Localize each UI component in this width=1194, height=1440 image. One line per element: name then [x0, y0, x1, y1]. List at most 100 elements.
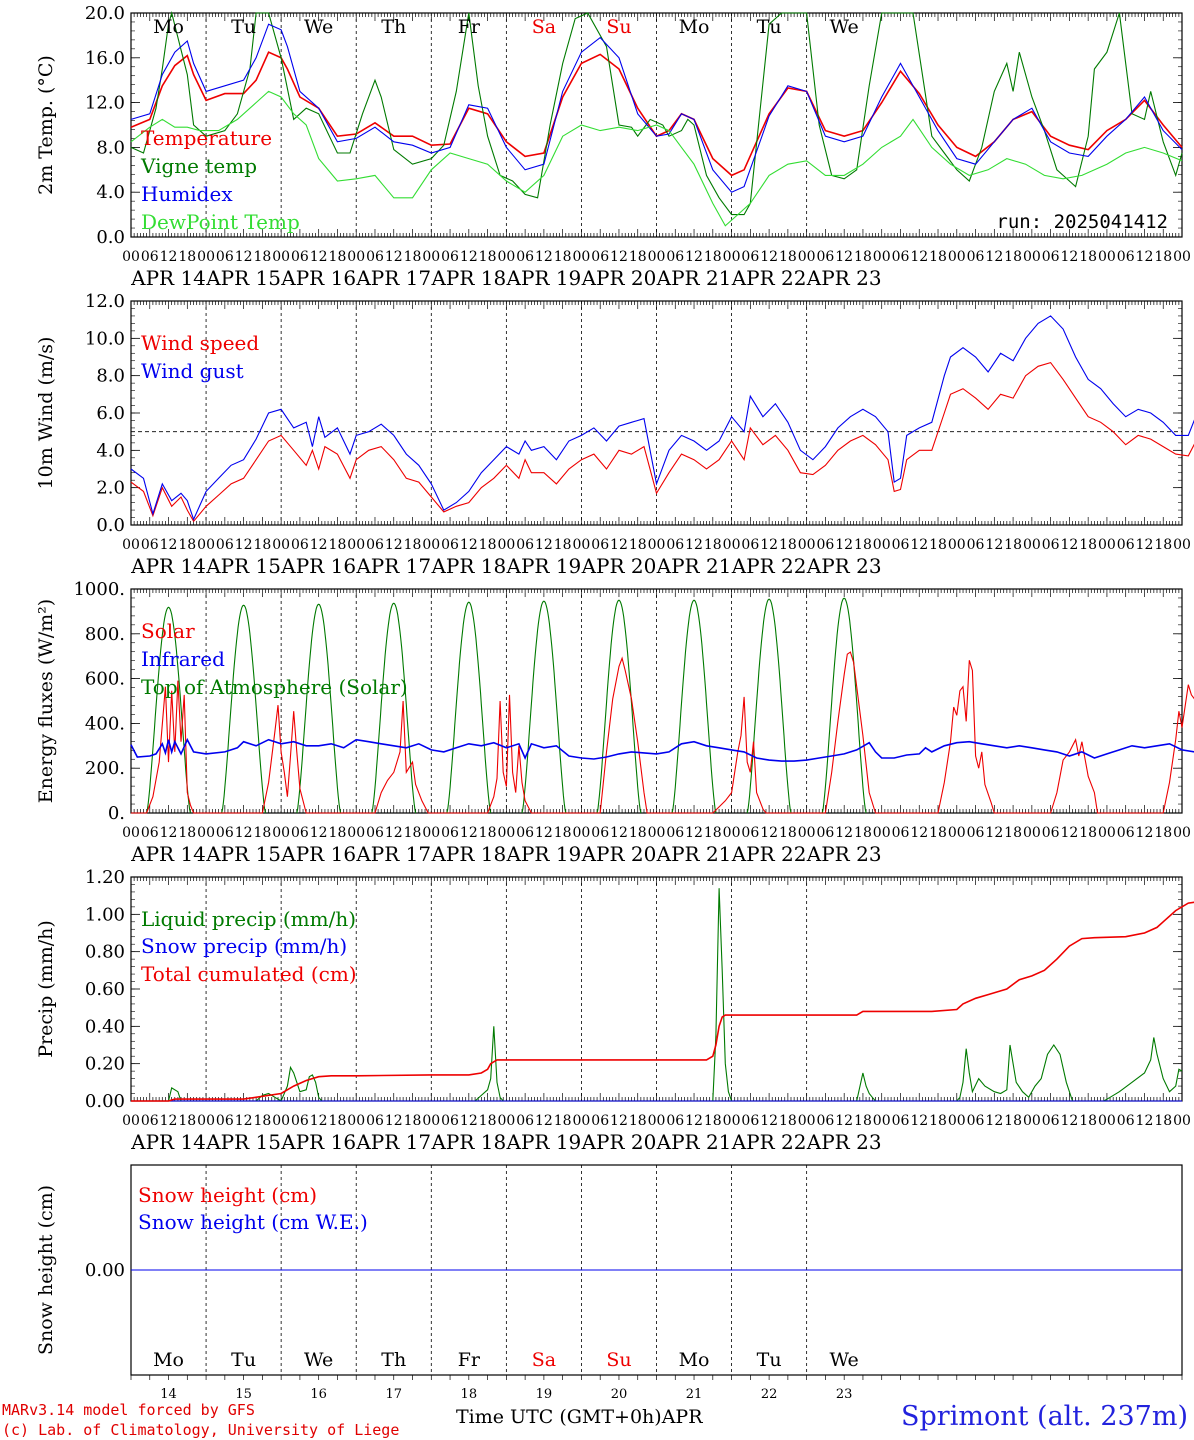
hour-tick-label: 18 [329, 825, 347, 841]
hour-tick-label: 00 [948, 249, 966, 265]
hour-tick-label: 18 [929, 537, 947, 553]
date-label: APR 15 [205, 1130, 281, 1154]
hour-tick-label: 12 [535, 249, 553, 265]
weekday-label: We [304, 1349, 333, 1371]
hour-tick-label: 12 [310, 1113, 328, 1129]
date-label: APR 20 [581, 842, 657, 866]
hour-tick-label: 06 [291, 249, 309, 265]
hour-tick-label: 12 [685, 1113, 703, 1129]
hour-tick-label: 18 [1079, 825, 1097, 841]
hour-tick-label: 18 [629, 1113, 647, 1129]
hour-tick-label: 12 [685, 249, 703, 265]
hour-tick-label: 12 [160, 537, 178, 553]
hour-tick-label: 06 [216, 249, 234, 265]
y-tick-label: 0.60 [85, 979, 125, 1000]
weekday-label: We [830, 1349, 859, 1371]
hour-tick-label: 06 [441, 1113, 459, 1129]
hour-tick-label: 18 [404, 825, 422, 841]
hour-tick-label: 00 [1098, 537, 1116, 553]
date-label: APR 23 [806, 266, 882, 290]
hour-tick-label: 06 [441, 537, 459, 553]
hour-tick-label: 18 [1079, 249, 1097, 265]
date-label: APR 18 [430, 266, 506, 290]
hour-tick-label: 12 [985, 537, 1003, 553]
hour-tick-label: 00 [798, 1113, 816, 1129]
hour-tick-label: 00 [272, 537, 290, 553]
legend-entry: Snow height (cm) [138, 1183, 317, 1207]
weekday-label: We [304, 16, 333, 38]
hour-tick-label: 00 [873, 249, 891, 265]
hour-tick-label: 12 [385, 825, 403, 841]
hour-tick-label: 12 [760, 537, 778, 553]
hour-tick-label: 18 [629, 537, 647, 553]
y-axis-label: 10m Wind (m/s) [35, 337, 57, 490]
hour-tick-label: 06 [816, 537, 834, 553]
day-number-label: 23 [836, 1387, 853, 1400]
copyright: (c) Lab. of Climatology, University of L… [2, 1421, 400, 1439]
y-tick-label: 20.0 [85, 3, 125, 24]
hour-tick-label: 00 [1023, 825, 1041, 841]
hour-tick-label: 06 [1042, 825, 1060, 841]
hour-tick-label: 00 [1173, 537, 1191, 553]
panel-1: 0.0 4.0 8.0 12.0 16.0 20.0 2m Temp. (°C) Temper… [35, 3, 1191, 290]
date-label: APR 19 [506, 842, 582, 866]
hour-tick-label: 06 [291, 825, 309, 841]
y-tick-label: 2.0 [96, 478, 125, 499]
hour-tick-label: 06 [892, 825, 910, 841]
legend-entry: Vigne temp [140, 154, 257, 178]
hour-tick-label: 18 [1154, 1113, 1172, 1129]
hour-tick-label: 12 [910, 537, 928, 553]
date-label: APR 23 [806, 1130, 882, 1154]
hour-tick-label: 18 [629, 249, 647, 265]
date-label: APR 20 [581, 554, 657, 578]
hour-tick-label: 06 [366, 537, 384, 553]
y-tick-label: 0.00 [85, 1260, 125, 1281]
hour-tick-label: 12 [1136, 537, 1154, 553]
hour-tick-label: 00 [272, 249, 290, 265]
date-label: APR 20 [581, 1130, 657, 1154]
weekday-label: Th [381, 1349, 406, 1371]
hour-tick-label: 18 [554, 825, 572, 841]
hour-tick-label: 06 [1117, 537, 1135, 553]
hour-tick-label: 12 [535, 537, 553, 553]
date-label: APR 16 [280, 554, 356, 578]
date-label: APR 15 [205, 842, 281, 866]
hour-tick-label: 06 [141, 537, 159, 553]
hour-tick-label: 12 [460, 249, 478, 265]
hour-tick-label: 12 [535, 1113, 553, 1129]
hour-tick-label: 06 [892, 537, 910, 553]
date-label: APR 16 [280, 266, 356, 290]
hour-tick-label: 18 [404, 537, 422, 553]
hour-tick-label: 12 [1136, 1113, 1154, 1129]
hour-tick-label: 12 [460, 537, 478, 553]
hour-tick-label: 06 [741, 537, 759, 553]
hour-tick-label: 18 [1154, 825, 1172, 841]
y-tick-label: 8.0 [96, 137, 125, 158]
hour-tick-label: 18 [704, 537, 722, 553]
hour-tick-label: 06 [141, 1113, 159, 1129]
hour-tick-label: 18 [854, 825, 872, 841]
hour-tick-label: 00 [347, 1113, 365, 1129]
hour-tick-label: 06 [1042, 249, 1060, 265]
hour-tick-label: 12 [835, 1113, 853, 1129]
hour-tick-label: 06 [666, 537, 684, 553]
panel-4: 0.00 0.20 0.40 0.60 0.80 1.00 1.20 Precip (mm/h… [35, 867, 1194, 1154]
date-label: APR 18 [430, 554, 506, 578]
hour-tick-label: 12 [835, 249, 853, 265]
weekday-label: We [830, 16, 859, 38]
hour-tick-label: 12 [310, 249, 328, 265]
legend-entry: Liquid precip (mm/h) [141, 907, 356, 931]
y-tick-label: 600. [85, 669, 125, 690]
date-label: APR 18 [430, 842, 506, 866]
hour-tick-label: 12 [910, 1113, 928, 1129]
date-label: APR 17 [355, 266, 431, 290]
hour-tick-label: 12 [235, 1113, 253, 1129]
hour-tick-label: 12 [835, 537, 853, 553]
hour-tick-label: 12 [985, 249, 1003, 265]
weekday-label: Tu [231, 16, 256, 38]
y-tick-label: 1.00 [85, 904, 125, 925]
date-label: APR 22 [731, 554, 807, 578]
weekday-label: Tu [757, 1349, 782, 1371]
hour-tick-label: 12 [910, 249, 928, 265]
hour-tick-label: 12 [385, 1113, 403, 1129]
